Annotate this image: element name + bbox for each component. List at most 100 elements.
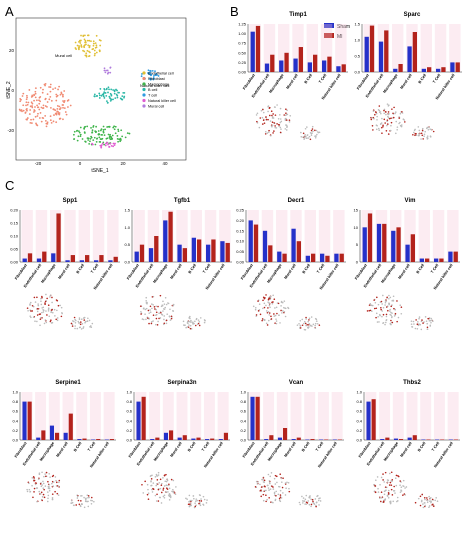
chart-title: Decr1	[288, 198, 305, 204]
feature-point	[198, 501, 201, 503]
feature-point	[49, 476, 51, 478]
tsne-point	[107, 91, 109, 94]
bar-mi	[412, 435, 417, 440]
y-tick-label: 0.10	[236, 239, 245, 244]
feature-point	[413, 131, 415, 134]
tsne-point	[124, 136, 127, 139]
y-tick-label: 5	[356, 242, 359, 247]
feature-point	[401, 112, 404, 114]
feature-point	[164, 480, 167, 483]
tsne-point	[90, 40, 92, 43]
feature-point	[288, 121, 291, 123]
feature-point	[166, 478, 169, 480]
y-tick-label: 0.20	[236, 218, 245, 223]
category-label: B Cell	[417, 441, 426, 452]
tsne-point	[57, 88, 59, 91]
category-label: Mural cell	[169, 263, 182, 280]
feature-point	[168, 315, 171, 317]
feature-point	[309, 495, 311, 497]
feature-point	[40, 491, 43, 494]
feature-point	[315, 129, 318, 132]
group-shade	[406, 392, 418, 440]
feature-point	[296, 324, 299, 326]
tsne-point	[26, 96, 28, 99]
feature-point	[56, 492, 59, 495]
y-tick-label: 1.0	[126, 390, 132, 395]
feature-point	[311, 498, 314, 501]
tsne-point	[116, 94, 119, 97]
feature-point	[281, 481, 283, 483]
bar-mi	[56, 213, 61, 262]
feature-point	[51, 308, 53, 311]
feature-point	[261, 123, 264, 125]
y-tick-label: 0.4	[240, 418, 246, 423]
feature-point	[188, 500, 190, 503]
feature-point	[277, 302, 280, 305]
feature-point	[163, 315, 166, 317]
feature-point	[304, 503, 306, 505]
tsne-point	[34, 96, 37, 99]
feature-point	[308, 503, 311, 506]
feature-point	[268, 312, 271, 314]
group-shade	[261, 210, 274, 262]
bar-sham	[380, 439, 385, 440]
bar-mi	[296, 241, 301, 262]
feature-point	[88, 319, 91, 322]
group-shade	[290, 210, 302, 262]
feature-point	[147, 498, 150, 500]
feature-point	[280, 497, 283, 499]
feature-point	[172, 479, 175, 482]
feature-point	[56, 317, 59, 319]
feature-point	[84, 500, 87, 503]
y-tick-label: 0.00	[10, 260, 19, 265]
feature-point	[32, 316, 35, 318]
feature-point	[40, 297, 42, 300]
feature-point	[59, 304, 61, 307]
group-shade	[176, 210, 188, 262]
feature-point	[305, 318, 307, 320]
group-shade	[64, 210, 76, 262]
feature-point	[140, 313, 142, 315]
feature-point	[205, 502, 208, 504]
feature-point	[168, 487, 171, 490]
feature-point	[375, 128, 378, 131]
chart-title: Tgfb1	[174, 198, 191, 204]
feature-point	[29, 304, 31, 306]
tsne-point	[111, 134, 114, 137]
feature-point	[263, 122, 266, 124]
feature-point	[267, 473, 270, 476]
feature-point	[36, 314, 39, 316]
feature-point	[271, 501, 273, 504]
tsne-point	[49, 95, 52, 98]
feature-point	[274, 483, 277, 485]
feature-plot-thumbnail	[254, 472, 322, 508]
category-label: Mural cell	[169, 441, 182, 458]
feature-point	[76, 497, 79, 499]
tsne-point	[106, 126, 109, 128]
feature-point	[314, 327, 317, 329]
y-tick-label: 1.25	[238, 22, 247, 27]
tsne-point	[35, 122, 37, 125]
feature-plot-thumbnail	[26, 293, 94, 330]
feature-point	[152, 304, 155, 306]
tsne-point	[33, 93, 35, 96]
tsne-point	[43, 83, 46, 86]
bar-mi	[385, 437, 390, 440]
feature-point	[432, 505, 435, 508]
tsne-point	[95, 51, 98, 54]
feature-point	[31, 304, 34, 307]
feature-point	[368, 304, 371, 306]
feature-point	[31, 484, 33, 487]
tsne-point	[44, 119, 47, 122]
feature-point	[48, 315, 51, 318]
feature-point	[422, 503, 424, 505]
feature-point	[418, 316, 421, 318]
tsne-point	[77, 135, 80, 138]
feature-point	[386, 296, 388, 299]
tsne-point	[86, 39, 89, 42]
tsne-point	[80, 34, 82, 37]
tsne-point	[42, 107, 44, 110]
category-label: Macrophage	[383, 441, 399, 462]
feature-point	[427, 128, 430, 131]
feature-point	[314, 322, 317, 325]
